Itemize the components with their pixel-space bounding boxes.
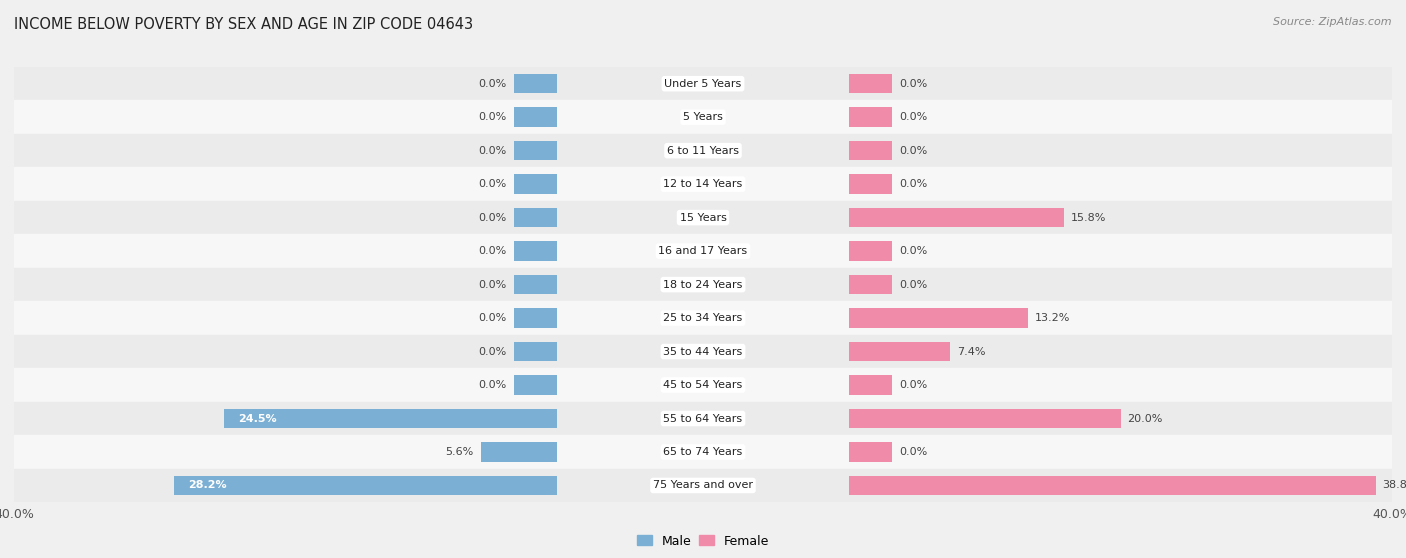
Bar	[849, 208, 1064, 227]
Text: 38.8%: 38.8%	[1382, 480, 1406, 490]
Text: 0.0%: 0.0%	[900, 246, 928, 256]
Text: 15.8%: 15.8%	[1070, 213, 1107, 223]
Text: 12 to 14 Years: 12 to 14 Years	[664, 179, 742, 189]
Text: 0.0%: 0.0%	[478, 280, 506, 290]
Text: 0.0%: 0.0%	[478, 246, 506, 256]
Text: 0.0%: 0.0%	[478, 79, 506, 89]
Bar	[849, 476, 1375, 495]
Legend: Male, Female: Male, Female	[631, 530, 775, 552]
Bar	[14, 368, 1392, 402]
Bar	[14, 301, 1392, 335]
Bar	[849, 141, 893, 160]
Text: 13.2%: 13.2%	[1035, 313, 1071, 323]
Bar	[14, 201, 1392, 234]
Text: 20.0%: 20.0%	[1128, 413, 1163, 424]
Text: 0.0%: 0.0%	[900, 447, 928, 457]
Text: 65 to 74 Years: 65 to 74 Years	[664, 447, 742, 457]
Text: 0.0%: 0.0%	[900, 112, 928, 122]
Bar	[849, 74, 893, 93]
Text: 0.0%: 0.0%	[478, 380, 506, 390]
Text: 0.0%: 0.0%	[478, 213, 506, 223]
Text: 15 Years: 15 Years	[679, 213, 727, 223]
Bar	[849, 309, 1028, 328]
Bar	[513, 275, 557, 294]
Bar	[849, 409, 893, 428]
Text: INCOME BELOW POVERTY BY SEX AND AGE IN ZIP CODE 04643: INCOME BELOW POVERTY BY SEX AND AGE IN Z…	[14, 17, 474, 32]
Bar	[513, 208, 557, 227]
Text: 6 to 11 Years: 6 to 11 Years	[666, 146, 740, 156]
Text: 75 Years and over: 75 Years and over	[652, 480, 754, 490]
Text: 0.0%: 0.0%	[900, 179, 928, 189]
Bar	[14, 234, 1392, 268]
Text: 25 to 34 Years: 25 to 34 Years	[664, 313, 742, 323]
Bar	[14, 335, 1392, 368]
Text: 7.4%: 7.4%	[956, 347, 986, 357]
Text: 24.5%: 24.5%	[238, 413, 277, 424]
Text: 55 to 64 Years: 55 to 64 Years	[664, 413, 742, 424]
Bar	[513, 309, 557, 328]
Text: 5 Years: 5 Years	[683, 112, 723, 122]
Bar	[14, 167, 1392, 201]
Text: 45 to 54 Years: 45 to 54 Years	[664, 380, 742, 390]
Bar	[849, 175, 893, 194]
Bar	[513, 442, 557, 461]
Bar	[14, 67, 1392, 100]
Text: 0.0%: 0.0%	[478, 347, 506, 357]
Bar	[513, 376, 557, 395]
Text: 0.0%: 0.0%	[900, 380, 928, 390]
Bar	[849, 309, 893, 328]
Bar	[849, 242, 893, 261]
Bar	[513, 141, 557, 160]
Text: 18 to 24 Years: 18 to 24 Years	[664, 280, 742, 290]
Bar	[225, 409, 557, 428]
Text: 0.0%: 0.0%	[478, 313, 506, 323]
Text: 28.2%: 28.2%	[188, 480, 226, 490]
Text: 0.0%: 0.0%	[478, 112, 506, 122]
Text: 0.0%: 0.0%	[478, 146, 506, 156]
Bar	[849, 342, 950, 361]
Bar	[14, 402, 1392, 435]
Bar	[849, 108, 893, 127]
Text: 5.6%: 5.6%	[446, 447, 474, 457]
Bar	[513, 74, 557, 93]
Text: Source: ZipAtlas.com: Source: ZipAtlas.com	[1274, 17, 1392, 27]
Bar	[849, 476, 893, 495]
Bar	[849, 376, 893, 395]
Text: 0.0%: 0.0%	[478, 179, 506, 189]
Bar	[513, 108, 557, 127]
Bar	[849, 208, 893, 227]
Text: 35 to 44 Years: 35 to 44 Years	[664, 347, 742, 357]
Bar	[14, 134, 1392, 167]
Bar	[14, 268, 1392, 301]
Bar	[481, 442, 557, 461]
Text: 16 and 17 Years: 16 and 17 Years	[658, 246, 748, 256]
Bar	[513, 242, 557, 261]
Text: 0.0%: 0.0%	[900, 79, 928, 89]
Text: 0.0%: 0.0%	[900, 280, 928, 290]
Bar	[513, 409, 557, 428]
Bar	[849, 342, 893, 361]
Bar	[513, 342, 557, 361]
Bar	[849, 409, 1121, 428]
Text: Under 5 Years: Under 5 Years	[665, 79, 741, 89]
Bar	[14, 469, 1392, 502]
Bar	[174, 476, 557, 495]
Bar	[513, 175, 557, 194]
Bar	[849, 275, 893, 294]
Bar	[14, 100, 1392, 134]
Bar	[849, 442, 893, 461]
Bar	[14, 435, 1392, 469]
Bar	[513, 476, 557, 495]
Text: 0.0%: 0.0%	[900, 146, 928, 156]
